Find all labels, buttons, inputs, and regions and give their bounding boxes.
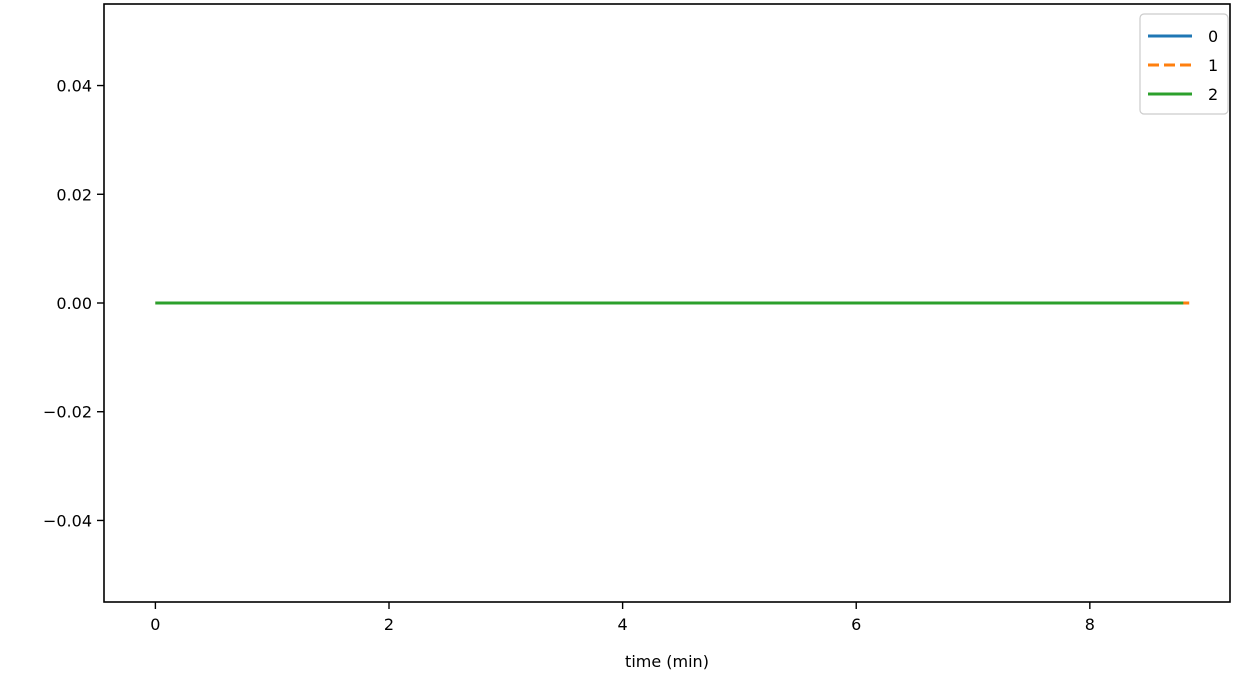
y-tick-label: −0.02 [43,403,92,422]
x-tick-label: 4 [618,615,628,634]
x-tick-label: 0 [150,615,160,634]
x-tick-label: 8 [1085,615,1095,634]
legend-label-1: 1 [1208,56,1218,75]
y-axis-ticks: 0.04 0.02 0.00 −0.02 −0.04 [43,77,104,530]
y-tick-label: 0.02 [56,185,92,204]
y-tick-label: 0.00 [56,294,92,313]
y-tick-label: 0.04 [56,77,92,96]
legend: 0 1 2 [1139,13,1229,115]
y-tick-label: −0.04 [43,511,92,530]
x-tick-label: 6 [851,615,861,634]
legend-label-0: 0 [1208,27,1218,46]
x-axis-ticks: 0 2 4 6 8 [150,602,1095,634]
x-axis-label: time (min) [625,652,709,671]
legend-label-2: 2 [1208,85,1218,104]
x-tick-label: 2 [384,615,394,634]
